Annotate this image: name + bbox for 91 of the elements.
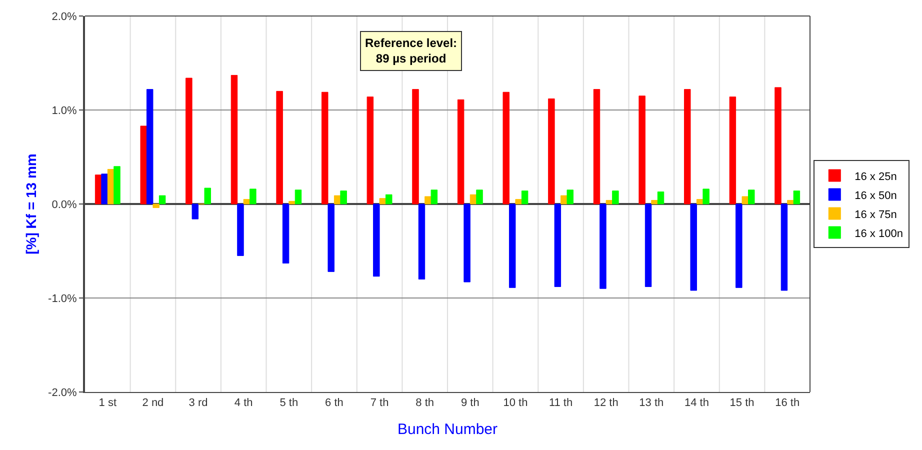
x-tick-label: 9 th <box>460 397 480 410</box>
bar <box>276 90 283 204</box>
bar <box>508 204 516 288</box>
x-tick-label: 13 th <box>639 397 664 410</box>
bar <box>736 204 742 288</box>
bar <box>515 199 522 204</box>
bar <box>793 190 800 204</box>
bar <box>340 190 347 204</box>
bar <box>457 99 464 204</box>
y-tick-label: 2.0% <box>52 10 78 23</box>
bar <box>386 194 392 204</box>
bar <box>282 204 290 264</box>
bar <box>780 204 788 291</box>
x-tick-label: 6 th <box>325 397 344 410</box>
bar <box>322 92 328 204</box>
bar <box>774 87 782 204</box>
x-tick-label: 1 st <box>98 397 117 410</box>
bar <box>657 192 664 204</box>
x-tick-label: 14 th <box>684 397 709 410</box>
bar <box>114 166 120 204</box>
bar <box>373 204 380 277</box>
legend-label: 16 x 25n <box>854 170 897 183</box>
x-tick-label: 5 th <box>280 397 298 410</box>
bar <box>502 92 510 204</box>
bar <box>606 200 613 204</box>
bar <box>186 78 192 204</box>
annotation: Reference level: 89 µs period <box>365 36 458 66</box>
bar <box>748 190 755 204</box>
bar <box>521 190 528 204</box>
bar <box>379 198 386 204</box>
x-tick-label: 7 th <box>370 397 389 410</box>
bar <box>644 204 652 287</box>
legend-label: 16 x 75n <box>854 208 897 221</box>
x-tick-label: 8 th <box>416 397 434 410</box>
bar <box>94 174 102 204</box>
y-tick-label: -1.0% <box>48 292 78 305</box>
bar <box>612 190 619 204</box>
x-tick-label: 4 th <box>234 397 253 410</box>
bar <box>101 174 108 204</box>
bar <box>192 204 199 220</box>
x-tick-label: 16 th <box>775 397 800 410</box>
bar <box>430 190 438 204</box>
bar <box>548 98 555 204</box>
bar <box>146 89 154 204</box>
bar <box>294 190 302 204</box>
bar <box>593 89 600 204</box>
bar <box>696 199 704 204</box>
bar <box>684 89 691 204</box>
bar <box>366 96 374 204</box>
bar <box>476 190 483 204</box>
legend-label: 16 x 100n <box>854 228 903 240</box>
bar <box>651 200 658 204</box>
bar <box>288 200 296 204</box>
bar <box>787 200 794 204</box>
bar <box>204 188 211 204</box>
bar <box>152 204 160 208</box>
bar <box>107 168 114 204</box>
x-tick-label: 10 th <box>503 397 528 410</box>
x-tick-label: 11 th <box>548 397 573 410</box>
x-tick-label: 12 th <box>594 397 618 410</box>
y-tick-label: 0.0% <box>52 198 78 211</box>
bar <box>638 96 646 204</box>
y-tick-label: 1.0% <box>52 104 78 117</box>
bar <box>237 204 244 256</box>
bar <box>418 204 426 280</box>
x-tick-label: 2 nd <box>142 397 164 410</box>
bar <box>424 196 432 204</box>
bar <box>328 204 334 272</box>
x-axis-title: Bunch Number <box>397 421 498 438</box>
legend-label: 16 x 50n <box>854 190 897 202</box>
bar <box>158 195 166 204</box>
bar <box>566 190 574 204</box>
bar <box>243 199 250 204</box>
bar <box>470 194 477 204</box>
bar <box>554 204 562 287</box>
bar <box>742 196 749 204</box>
x-tick-label: 15 th <box>730 397 754 410</box>
bar <box>412 89 419 204</box>
y-tick-label: -2.0% <box>48 386 78 399</box>
bar <box>729 96 736 204</box>
y-axis-title: [%] Kf = 13 mm <box>23 154 40 254</box>
bar <box>690 204 697 291</box>
x-tick-label: 3 rd <box>188 397 208 410</box>
bar <box>464 204 470 282</box>
bar <box>560 195 568 204</box>
bar <box>702 188 710 204</box>
bar <box>250 188 256 204</box>
bar <box>600 204 606 289</box>
bar <box>334 195 341 204</box>
bar <box>140 126 147 204</box>
bar <box>230 74 238 204</box>
